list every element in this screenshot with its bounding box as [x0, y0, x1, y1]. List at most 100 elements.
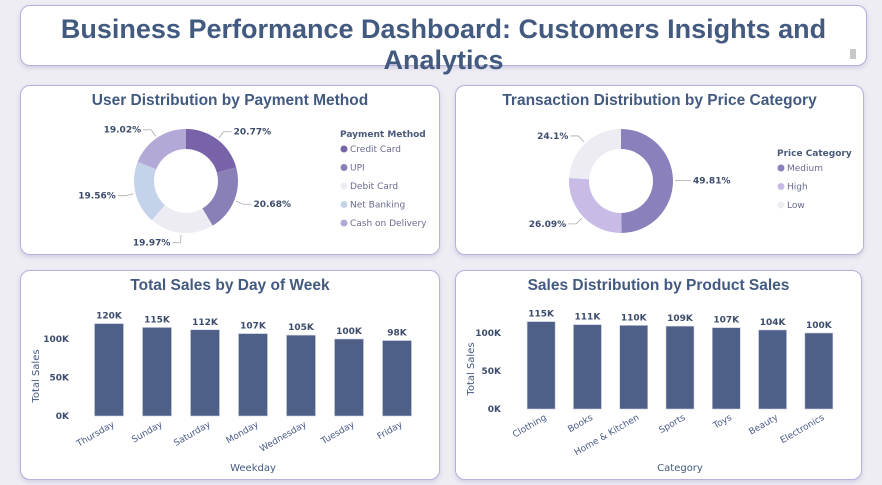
bar-value-label: 110K [621, 313, 648, 323]
y-axis-title: Total Sales [31, 349, 42, 403]
x-tick-label: Saturday [172, 420, 213, 449]
legend-title: Price Category [777, 149, 852, 159]
card-sales-by-day: Total Sales by Day of Week 0K 50K 100K 120K… [20, 270, 440, 480]
legend-item: Low [787, 201, 805, 211]
bar [334, 338, 364, 417]
bar [382, 340, 412, 417]
bar [758, 329, 787, 410]
legend-marker [777, 183, 785, 190]
legend-marker [777, 201, 785, 209]
x-tick-label: Monday [225, 420, 261, 447]
y-tick-label: 50K [482, 367, 503, 377]
bar-value-label: 104K [760, 318, 787, 328]
bar [804, 332, 834, 410]
bar-value-label: 115K [528, 310, 555, 320]
bar-value-label: 107K [240, 322, 267, 332]
y-tick-label: 100K [475, 329, 502, 339]
slice-label: 19.56% [78, 192, 116, 202]
leader-line [218, 131, 232, 139]
leader-line [568, 218, 583, 225]
x-tick-label: Books [566, 413, 595, 435]
legend-title: Payment Method [340, 130, 426, 140]
donut-slice [186, 129, 237, 173]
bar [238, 333, 268, 417]
title-banner: Business Performance Dashboard: Customer… [20, 5, 867, 75]
legend-item: Credit Card [350, 145, 401, 155]
legend-marker [340, 164, 348, 171]
bar [286, 334, 316, 417]
donut-slice [134, 161, 165, 221]
y-tick-label: 100K [43, 335, 70, 345]
price-donut-chart: 49.81% 26.09% 24.1% Price Category Medium Hig… [529, 129, 852, 233]
x-tick-label: Sunday [130, 420, 165, 446]
bar-value-label: 105K [288, 323, 315, 333]
donut-slice [569, 129, 621, 180]
bar-value-label: 112K [192, 318, 219, 328]
x-tick-label: Thursday [74, 420, 117, 450]
legend-marker [340, 201, 348, 208]
legend-marker [340, 182, 348, 190]
donut-slice [202, 167, 239, 226]
x-tick-label: Sports [658, 413, 688, 436]
legend-item: Cash on Delivery [350, 219, 427, 229]
card-payment-method: User Distribution by Payment Method 20.7… [20, 85, 440, 255]
slice-label: 49.81% [693, 177, 731, 187]
y-tick-label: 0K [56, 412, 70, 422]
slice-label: 20.77% [234, 128, 272, 138]
bar [94, 323, 124, 417]
x-tick-label: Wednesday [258, 420, 309, 455]
card-title: User Distribution by Payment Method [91, 92, 369, 109]
x-tick-label: Friday [376, 420, 405, 443]
bar [711, 327, 741, 410]
bar-value-label: 120K [96, 312, 123, 322]
legend-marker [777, 164, 785, 172]
slice-label: 20.68% [253, 200, 290, 210]
bar-value-label: 100K [336, 327, 363, 337]
legend-item: High [787, 183, 808, 193]
card-price-category: Transaction Distribution by Price Catego… [455, 85, 864, 255]
legend-item: Net Banking [350, 201, 405, 211]
donut-slice [621, 129, 673, 233]
card-title: Total Sales by Day of Week [130, 277, 330, 294]
bar [665, 325, 695, 410]
leader-line [235, 200, 252, 205]
x-tick-label: Clothing [511, 413, 548, 440]
bar [190, 329, 220, 417]
legend-marker [340, 145, 348, 153]
bar [526, 321, 556, 410]
card-title: Sales Distribution by Product Sales [527, 277, 790, 294]
slice-label: 19.97% [133, 239, 171, 249]
x-tick-label: Tuesday [319, 420, 357, 448]
weekday-bar-chart: 0K 50K 100K 120K Thursday 115K Sunday 112K Satur… [31, 312, 412, 474]
bar-value-label: 115K [144, 315, 171, 325]
bar-value-label: 100K [806, 321, 833, 331]
y-tick-label: 0K [488, 405, 502, 415]
legend-item: Medium [787, 164, 823, 174]
payment-donut-chart: 20.77% 20.68% 19.97% 19.56% 19.02% Payment Me… [78, 126, 427, 249]
slice-label: 24.1% [537, 132, 568, 142]
leader-line [143, 129, 156, 137]
x-axis-title: Category [657, 463, 703, 474]
bar [619, 325, 649, 410]
scrollbar[interactable] [850, 49, 856, 59]
card-title: Transaction Distribution by Price Catego… [502, 92, 817, 109]
donut-slice [569, 178, 622, 233]
y-tick-label: 50K [50, 374, 71, 384]
card-sales-by-category: Sales Distribution by Product Sales 0K 50… [455, 270, 862, 480]
dashboard-title: Business Performance Dashboard: Customer… [60, 14, 827, 75]
y-axis-title: Total Sales [466, 342, 477, 396]
x-axis-title: Weekday [230, 463, 276, 474]
donut-slice [151, 205, 213, 233]
bar [142, 327, 172, 417]
slice-label: 19.02% [104, 126, 142, 136]
x-tick-label: Beauty [748, 413, 781, 438]
legend-marker [340, 219, 348, 227]
legend-item: Debit Card [350, 182, 398, 192]
bar-value-label: 111K [575, 313, 602, 323]
x-tick-label: Electronics [779, 413, 827, 446]
bar-value-label: 107K [713, 316, 740, 326]
x-tick-label: Toys [711, 413, 734, 432]
leader-line [570, 135, 585, 143]
bar-value-label: 98K [387, 329, 408, 339]
donut-slice [137, 129, 186, 170]
